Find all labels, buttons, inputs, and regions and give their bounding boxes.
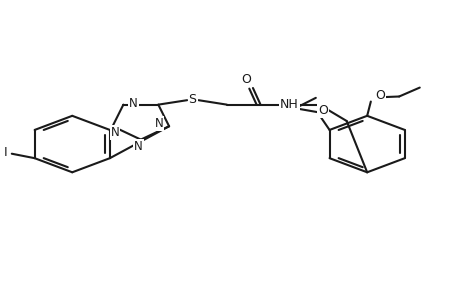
Text: O: O <box>374 88 384 101</box>
Text: N: N <box>134 140 143 153</box>
Text: N: N <box>129 97 138 110</box>
Text: N: N <box>154 117 163 130</box>
Text: O: O <box>317 103 327 116</box>
Text: NH: NH <box>280 98 298 111</box>
Text: O: O <box>241 73 251 86</box>
Text: I: I <box>4 146 8 159</box>
Text: N: N <box>110 126 119 139</box>
Text: S: S <box>188 93 196 106</box>
